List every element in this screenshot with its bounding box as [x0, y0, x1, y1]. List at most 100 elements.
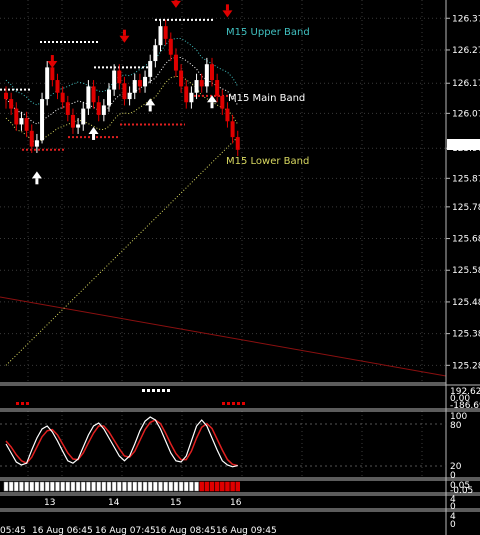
candle-body-27	[143, 76, 148, 87]
bar-42	[220, 481, 225, 492]
up-arrow-stem-2	[148, 105, 152, 112]
bar-value-bottom: -0.05	[450, 486, 473, 496]
candle-body-35	[184, 86, 189, 103]
bar-6	[34, 481, 40, 492]
candle-body-9	[50, 67, 55, 81]
grid-label-16: 16	[230, 498, 242, 508]
bar-18	[96, 481, 101, 492]
up-arrow-stem-1	[92, 133, 96, 140]
bar-34	[178, 481, 184, 492]
time-label-0: 05:45	[0, 526, 26, 535]
candle-body-15	[81, 108, 86, 125]
bar-9	[50, 481, 55, 492]
dot-white-3	[157, 389, 160, 392]
stochastic-panel[interactable]: 100 80 20 0	[0, 412, 467, 481]
candle-body-25	[132, 80, 137, 93]
dot-white-4	[162, 389, 165, 392]
down-arrow-stem-2	[174, 0, 178, 1]
candle-body-41	[215, 80, 220, 96]
stochastic-signal-line	[5, 419, 238, 467]
candle-body-20	[107, 89, 111, 106]
bar-30	[158, 481, 163, 492]
bar-26	[137, 481, 143, 492]
current-price-value: 125.965	[450, 141, 480, 151]
dot-red-b-2	[232, 402, 235, 405]
bar-25	[132, 481, 137, 492]
price-label-9: 125.480	[452, 298, 480, 308]
bar-13	[70, 481, 76, 492]
price-label-11: 125.280	[452, 361, 480, 371]
bar-11	[60, 481, 65, 492]
candle-body-5	[29, 130, 34, 147]
candle-body-28	[148, 61, 153, 77]
candle-body-18	[96, 102, 101, 115]
bar-1	[8, 481, 14, 492]
candle-body-17	[91, 86, 96, 103]
bar-39	[204, 481, 210, 492]
candle-body-36	[189, 92, 194, 103]
candle-body-33	[173, 54, 178, 71]
bottom-value-extra-2: 0	[450, 520, 456, 530]
candle-body-1	[9, 99, 14, 109]
bar-12	[65, 481, 71, 492]
time-label-3: 16 Aug 08:45	[155, 526, 216, 535]
candle-body-42	[220, 95, 225, 109]
candle-body-0	[4, 92, 8, 100]
candle-body-16	[86, 86, 91, 109]
candle-body-3	[19, 118, 24, 125]
price-label-2: 126.170	[452, 79, 480, 89]
bar-indicator-panel[interactable]: 0.05 -0.05	[3, 481, 473, 496]
candle-body-7	[40, 99, 45, 141]
stoch-level-100-label: 100	[450, 412, 467, 422]
bar-8	[44, 481, 50, 492]
up-arrow-1	[88, 126, 99, 134]
bar-43	[225, 481, 230, 492]
bar-28	[147, 481, 153, 492]
candle-body-26	[137, 80, 142, 87]
grid-label-14: 14	[108, 498, 120, 508]
candlestick-series	[4, 19, 240, 157]
current-price-marker: 125.965	[447, 139, 480, 151]
candle-body-31	[163, 26, 168, 39]
candle-body-10	[55, 80, 60, 93]
dot-red-a-2	[26, 402, 29, 405]
dot-red-a-1	[21, 402, 24, 405]
bar-16	[86, 481, 91, 492]
main-price-panel[interactable]: M15 Upper Band M15 Main Band M15 Lower B…	[0, 0, 447, 377]
bar-38	[199, 481, 204, 492]
dot-red-b-0	[222, 402, 225, 405]
bottom-value-extra: 4	[450, 512, 456, 522]
price-label-0: 126.375	[452, 14, 480, 24]
bar-22	[117, 481, 122, 492]
bar-7	[39, 481, 45, 492]
time-axis: 05:45 16 Aug 06:45 16 Aug 07:45 16 Aug 0…	[0, 526, 277, 535]
dots-indicator-panel[interactable]: 192.623 0.00 -186.69	[16, 387, 480, 411]
bar-17	[91, 481, 96, 492]
up-arrow-2	[145, 98, 156, 106]
bar-40	[209, 481, 215, 492]
bottom-indicator-panel[interactable]: 4 0 4 0	[450, 495, 456, 530]
bar-29	[153, 481, 158, 492]
down-arrow-stem-1	[122, 29, 126, 36]
down-arrow-stem-0	[50, 55, 54, 62]
bar-32	[168, 481, 174, 492]
candle-body-14	[76, 124, 81, 128]
up-arrow-stem-0	[35, 178, 39, 185]
time-label-2: 16 Aug 07:45	[95, 526, 156, 535]
bar-20	[106, 481, 112, 492]
stoch-level-0-label: 0	[450, 471, 456, 481]
candle-body-37	[194, 80, 199, 93]
price-label-7: 125.680	[452, 235, 480, 245]
price-label-3: 126.075	[452, 109, 480, 119]
signal-arrows	[31, 0, 233, 185]
candle-body-21	[112, 70, 117, 90]
main-band-label: M15 Main Band	[228, 93, 305, 104]
up-arrow-0	[31, 171, 42, 179]
price-label-1: 126.275	[452, 46, 480, 56]
down-arrow-3	[222, 10, 233, 18]
candle-body-38	[199, 80, 204, 87]
dot-red-b-4	[242, 402, 245, 405]
lower-envelope-line	[5, 136, 239, 366]
candle-body-34	[179, 70, 184, 87]
